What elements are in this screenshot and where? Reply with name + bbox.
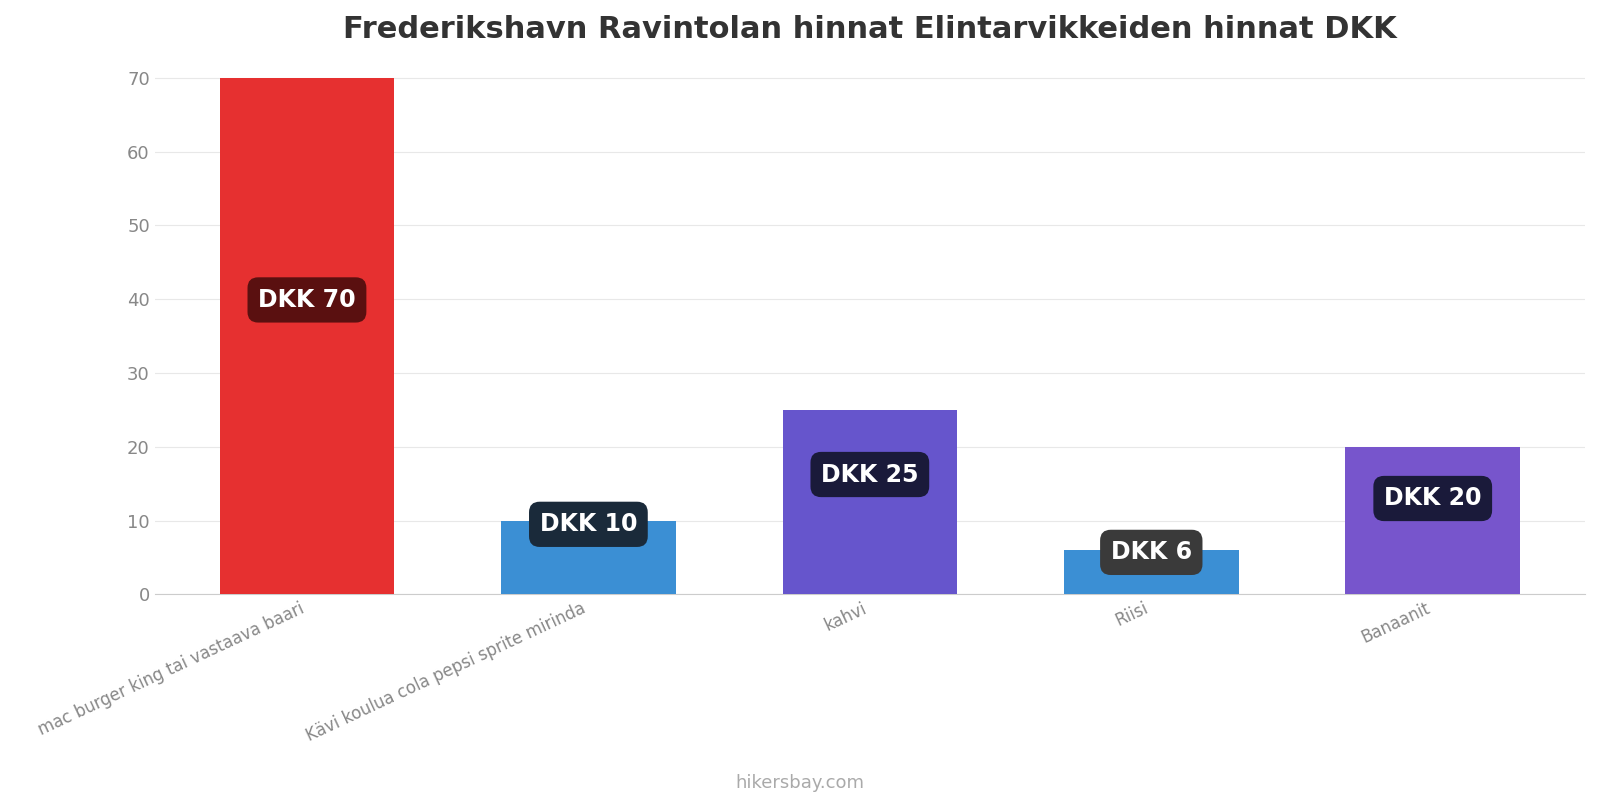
Text: DKK 6: DKK 6	[1110, 540, 1192, 564]
Text: DKK 70: DKK 70	[258, 288, 355, 312]
Bar	[501, 521, 675, 594]
Bar	[219, 78, 394, 594]
Text: DKK 20: DKK 20	[1384, 486, 1482, 510]
Text: DKK 10: DKK 10	[539, 512, 637, 536]
Bar	[1346, 447, 1520, 594]
Text: hikersbay.com: hikersbay.com	[736, 774, 864, 792]
Text: DKK 25: DKK 25	[821, 462, 918, 486]
Title: Frederikshavn Ravintolan hinnat Elintarvikkeiden hinnat DKK: Frederikshavn Ravintolan hinnat Elintarv…	[342, 15, 1397, 44]
Bar	[782, 410, 957, 594]
Bar	[1064, 550, 1238, 594]
